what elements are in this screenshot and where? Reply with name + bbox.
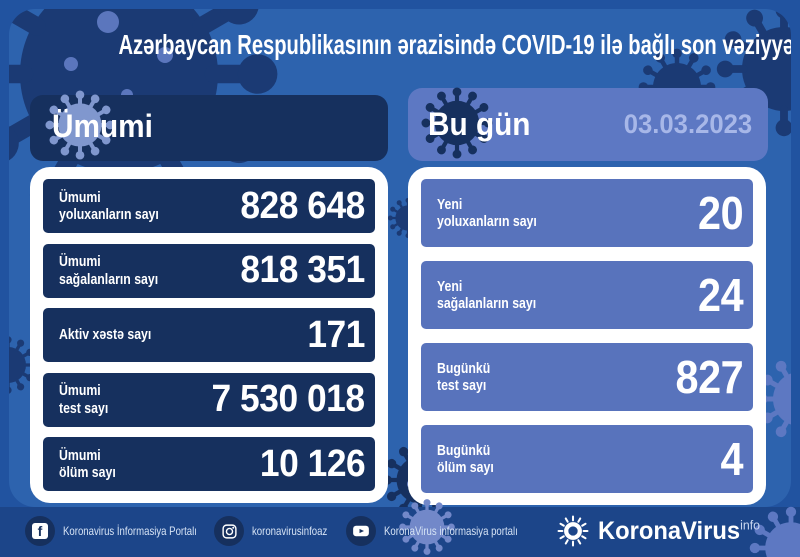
facebook-label: Koronavirus İnformasiya Portalı — [63, 524, 197, 538]
logo-text: KoronaVirusinfo — [598, 516, 761, 545]
stat-row-today-deaths: Bugünkü ölüm sayı 4 — [421, 425, 753, 493]
stat-label: Ümumi yoluxanların sayı — [59, 188, 159, 223]
stat-label: Bugünkü ölüm sayı — [437, 441, 494, 476]
instagram-label: koronavirusinfoaz — [252, 524, 328, 538]
stat-row-total-recovered: Ümumi sağalanların sayı 818 351 — [43, 243, 375, 298]
main-card: Azərbaycan Respublikasının ərazisində CO… — [9, 9, 791, 507]
instagram-link[interactable]: koronavirusinfoaz — [214, 516, 346, 546]
stat-value: 20 — [697, 187, 744, 239]
stat-row-today-tests: Bugünkü test sayı 827 — [421, 343, 753, 411]
stat-value: 827 — [675, 351, 743, 403]
stat-value: 7 530 018 — [211, 378, 366, 420]
virus-dot — [157, 47, 173, 63]
left-panel-title: Ümumi — [52, 108, 153, 144]
virus-dot — [64, 57, 78, 71]
stat-label: Ümumi ölüm sayı — [59, 446, 116, 481]
stat-value: 10 126 — [259, 442, 366, 485]
stat-row-new-infected: Yeni yoluxanların sayı 20 — [421, 179, 753, 247]
koronavirus-logo: KoronaVirusinfo — [556, 512, 769, 550]
stat-row-total-tests: Ümumi test sayı 7 530 018 — [43, 372, 375, 427]
right-stats-panel: Yeni yoluxanların sayı 20 Yeni sağalanla… — [408, 167, 766, 505]
stat-label: Yeni yoluxanların sayı — [437, 195, 537, 230]
right-panel-title: Bu gün — [428, 106, 531, 142]
stat-row-new-recovered: Yeni sağalanların sayı 24 — [421, 261, 753, 329]
left-panel-header: Ümumi — [30, 95, 388, 161]
youtube-label: KoronaVirus informasiya portalı — [384, 524, 518, 538]
stat-value: 171 — [307, 313, 365, 356]
stat-label: Ümumi test sayı — [59, 382, 109, 417]
virus-dot — [97, 11, 119, 33]
stat-label: Bugünkü test sayı — [437, 359, 491, 394]
date-label: 03.03.2023 — [623, 109, 752, 139]
left-stats-panel: Ümumi yoluxanların sayı 828 648 Ümumi sa… — [30, 167, 388, 503]
stat-value: 24 — [697, 269, 744, 321]
facebook-link[interactable]: f Koronavirus İnformasiya Portalı — [25, 516, 230, 546]
stat-value: 828 648 — [240, 184, 365, 227]
virus-sun-icon — [557, 515, 589, 547]
right-panel-header: Bu gün 03.03.2023 — [408, 88, 768, 161]
stat-label: Aktiv xəstə sayı — [59, 326, 152, 344]
youtube-link[interactable]: KoronaVirus informasiya portalı — [346, 516, 551, 546]
youtube-icon[interactable] — [346, 516, 376, 546]
stat-label: Yeni sağalanların sayı — [437, 277, 537, 312]
stat-label: Ümumi sağalanların sayı — [59, 253, 159, 288]
instagram-icon[interactable] — [214, 516, 244, 546]
stat-row-total-deaths: Ümumi ölüm sayı 10 126 — [43, 437, 375, 491]
stat-row-total-infected: Ümumi yoluxanların sayı 828 648 — [43, 179, 375, 233]
stat-value: 818 351 — [240, 249, 365, 291]
footer — [0, 507, 800, 557]
facebook-icon[interactable]: f — [25, 516, 55, 546]
stat-row-active-cases: Aktiv xəstə sayı 171 — [43, 308, 375, 362]
page-title: Azərbaycan Respublikasının ərazisində CO… — [118, 29, 791, 60]
stat-value: 4 — [720, 433, 743, 485]
